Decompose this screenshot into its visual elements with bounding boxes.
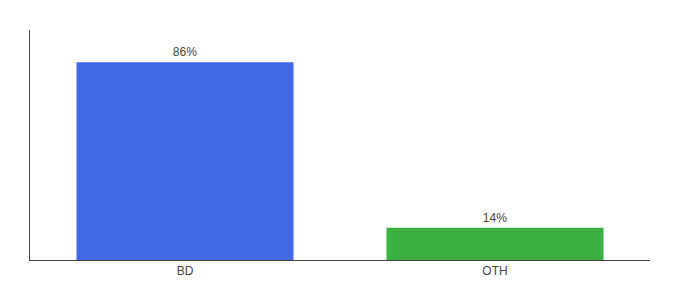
svg-text:86%: 86% bbox=[173, 45, 197, 59]
svg-text:OTH: OTH bbox=[482, 264, 507, 278]
svg-text:14%: 14% bbox=[483, 211, 507, 225]
svg-text:BD: BD bbox=[177, 264, 194, 278]
